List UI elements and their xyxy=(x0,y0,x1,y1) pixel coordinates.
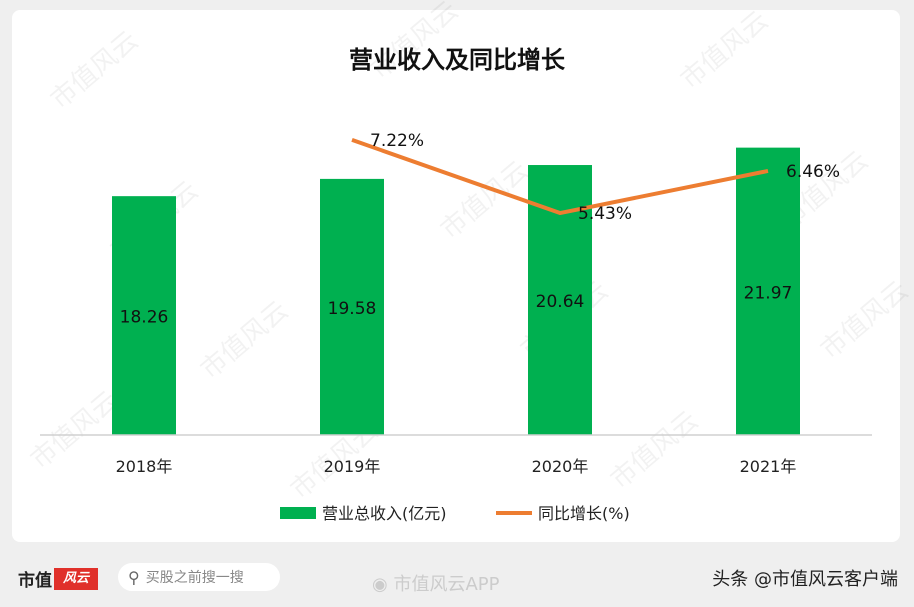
x-tick-label: 2018年 xyxy=(116,457,173,476)
bar-label: 21.97 xyxy=(744,283,793,303)
watermark-text: 市值风云 xyxy=(195,296,294,386)
weibo-watermark: ◉ 市值风云APP xyxy=(372,570,499,596)
bar-label: 19.58 xyxy=(328,299,377,319)
bar xyxy=(320,178,384,435)
search-box[interactable]: ⚲ 买股之前搜一搜 xyxy=(118,563,280,591)
watermark-text: 市值风云 xyxy=(605,406,704,496)
toutiao-credit: 头条 @市值风云客户端 xyxy=(712,569,898,590)
x-tick-label: 2019年 xyxy=(324,457,381,476)
logo-badge: 风云 xyxy=(54,567,98,590)
line-label: 7.22% xyxy=(370,131,424,151)
bar xyxy=(112,196,176,435)
line-label: 5.43% xyxy=(578,204,632,224)
search-icon: ⚲ xyxy=(128,567,140,587)
x-tick-label: 2021年 xyxy=(740,457,797,476)
brand-logo: 市值 风云 xyxy=(18,566,98,591)
watermark-text: 市值风云 xyxy=(815,276,914,366)
line-label: 6.46% xyxy=(786,162,840,182)
x-tick-label: 2020年 xyxy=(532,457,589,476)
weibo-icon: ◉ xyxy=(372,574,388,595)
legend-bar-label: 营业总收入(亿元) xyxy=(322,504,447,523)
legend-line-label: 同比增长(%) xyxy=(538,504,630,523)
logo-text: 市值 xyxy=(18,571,52,591)
legend-bar-swatch xyxy=(280,507,316,519)
chart-title: 营业收入及同比增长 xyxy=(349,46,565,74)
bar-label: 18.26 xyxy=(120,308,169,328)
bar xyxy=(736,147,800,436)
weibo-text: 市值风云APP xyxy=(393,574,500,595)
watermark-text: 市值风云 xyxy=(25,386,124,476)
bar-label: 20.64 xyxy=(536,292,585,312)
search-placeholder: 买股之前搜一搜 xyxy=(145,570,244,586)
